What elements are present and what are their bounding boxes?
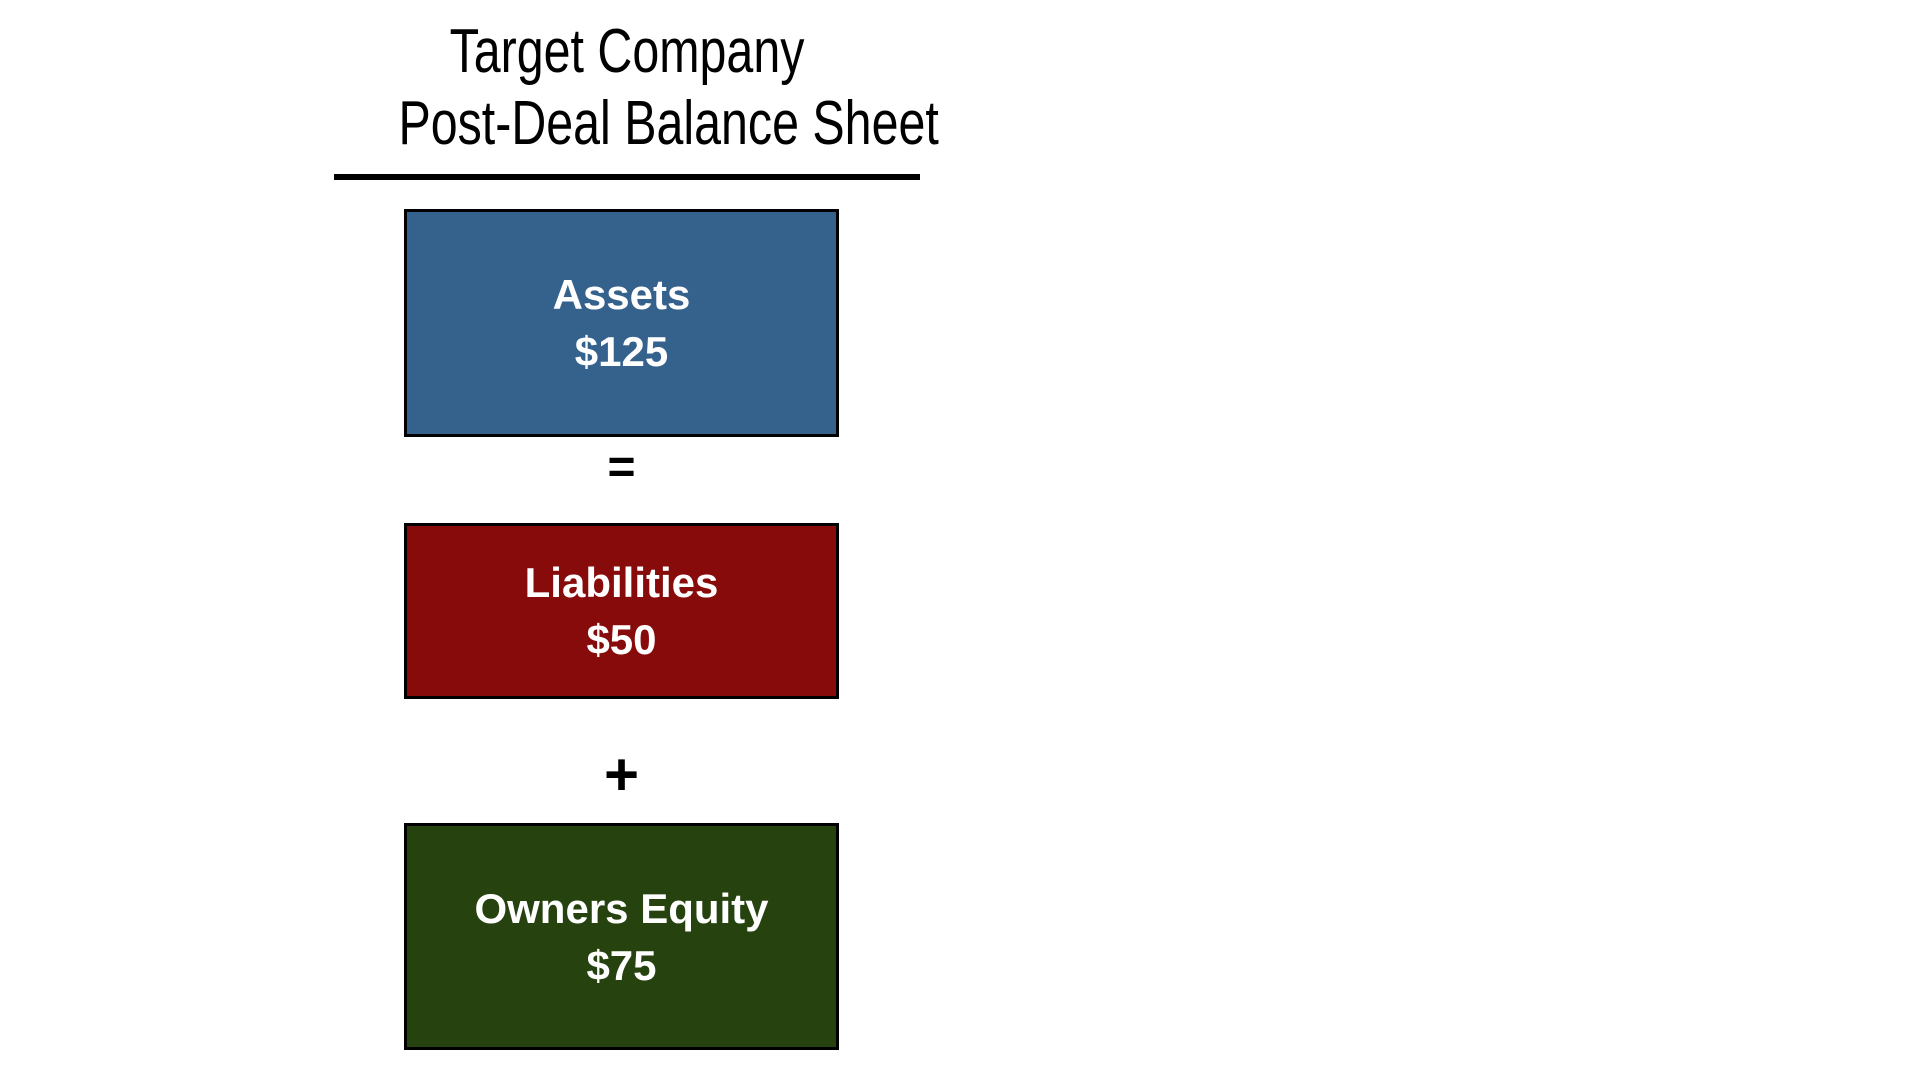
liabilities-label: Liabilities: [524, 559, 719, 606]
owners-equity-label: Owners Equity: [474, 884, 769, 932]
assets-value: $125: [574, 328, 669, 375]
liabilities-box: Liabilities $50: [404, 523, 839, 699]
slide-title: Target Company Post-Deal Balance Sheet: [334, 16, 939, 180]
liabilities-value: $50: [586, 616, 657, 663]
plus-operator: +: [603, 741, 640, 808]
equals-operator: =: [607, 441, 636, 494]
owners-equity-value: $75: [586, 941, 657, 989]
slide-title-line-1: Target Company: [449, 17, 805, 86]
owners-equity-box: Owners Equity $75: [404, 823, 839, 1050]
assets-box: Assets $125: [404, 209, 839, 437]
assets-label: Assets: [552, 271, 691, 318]
slide-title-line-2: Post-Deal Balance Sheet: [398, 89, 939, 158]
